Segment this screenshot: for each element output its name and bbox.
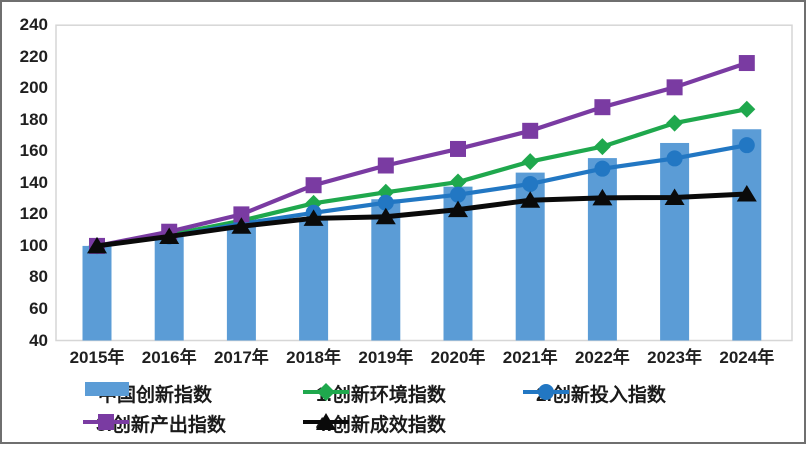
x-tick-2018年: 2018年 xyxy=(286,348,341,367)
y-tick-100: 100 xyxy=(19,235,48,255)
line-series-4 xyxy=(94,191,750,249)
bar-2016年 xyxy=(154,236,184,341)
x-tick-2015年: 2015年 xyxy=(69,348,125,367)
circle-marker xyxy=(666,150,683,167)
triangle-marker xyxy=(159,227,180,244)
bar-2023年 xyxy=(660,142,690,341)
square-marker xyxy=(377,157,394,174)
square-marker xyxy=(522,122,539,139)
triangle-marker xyxy=(231,217,252,234)
diamond-marker xyxy=(593,138,611,156)
legend-label: 3.创新产出指数 xyxy=(96,414,226,436)
x-tick-2017年: 2017年 xyxy=(213,348,269,367)
square-marker xyxy=(233,206,250,223)
y-tick-160: 160 xyxy=(19,141,48,161)
triangle-marker xyxy=(303,209,324,226)
x-tick-2020年: 2020年 xyxy=(430,348,486,367)
y-tick-60: 60 xyxy=(29,298,48,318)
bar-2017年 xyxy=(226,226,256,341)
triangle-marker xyxy=(87,236,107,254)
y-tick-200: 200 xyxy=(19,78,48,98)
legend-item-innovation-environment-index: 1.创新环境指数 xyxy=(303,381,446,406)
line-series-1 xyxy=(94,107,749,249)
diamond-marker xyxy=(521,153,539,171)
y-tick-140: 140 xyxy=(19,172,48,192)
diamond-marker xyxy=(738,100,756,118)
x-tick-2019年: 2019年 xyxy=(358,348,414,367)
square-marker xyxy=(450,140,466,157)
triangle-marker xyxy=(375,207,396,225)
circle-marker xyxy=(377,194,394,211)
legend-label: 2.创新投入指数 xyxy=(536,384,666,406)
legend-item-innovation-input-index: 2.创新投入指数 xyxy=(523,381,666,406)
triangle-marker xyxy=(592,188,613,206)
triangle-marker xyxy=(664,188,685,206)
triangle-marker xyxy=(736,185,757,202)
square-marker xyxy=(305,177,322,194)
square-marker xyxy=(738,55,755,72)
legend-item-china-innovation-index: 中国创新指数 xyxy=(85,381,212,406)
circle-marker xyxy=(738,137,755,154)
square-marker xyxy=(666,79,683,96)
bar-2022年 xyxy=(587,158,617,341)
x-tick-2016年: 2016年 xyxy=(141,348,197,367)
x-tick-2021年: 2021年 xyxy=(502,348,558,367)
circle-marker xyxy=(594,160,611,177)
y-tick-120: 120 xyxy=(19,204,48,224)
y-tick-80: 80 xyxy=(29,267,48,287)
square-marker xyxy=(594,99,611,116)
legend-label: 4.创新成效指数 xyxy=(316,414,446,436)
circle-marker xyxy=(522,175,539,192)
triangle-marker xyxy=(520,191,541,208)
legend-item-innovation-output-index: 3.创新产出指数 xyxy=(83,411,226,436)
y-tick-220: 220 xyxy=(19,46,48,66)
line-series-3 xyxy=(94,60,749,249)
bar-2024年 xyxy=(732,129,762,341)
x-tick-2024年: 2024年 xyxy=(719,348,775,367)
triangle-marker xyxy=(448,200,468,218)
diamond-marker xyxy=(666,114,684,132)
y-tick-40: 40 xyxy=(29,330,48,350)
legend-label: 1.创新环境指数 xyxy=(316,384,446,406)
x-tick-2022年: 2022年 xyxy=(574,348,630,367)
bar-2015年 xyxy=(82,245,112,341)
circle-marker xyxy=(450,186,466,203)
diamond-marker xyxy=(449,173,467,191)
plot-border xyxy=(55,24,793,342)
bar-2018年 xyxy=(299,219,329,341)
y-tick-240: 240 xyxy=(19,15,48,35)
legend-item-innovation-effect-index: 4.创新成效指数 xyxy=(303,411,446,436)
x-tick-2023年: 2023年 xyxy=(647,348,702,367)
y-tick-180: 180 xyxy=(19,109,48,129)
